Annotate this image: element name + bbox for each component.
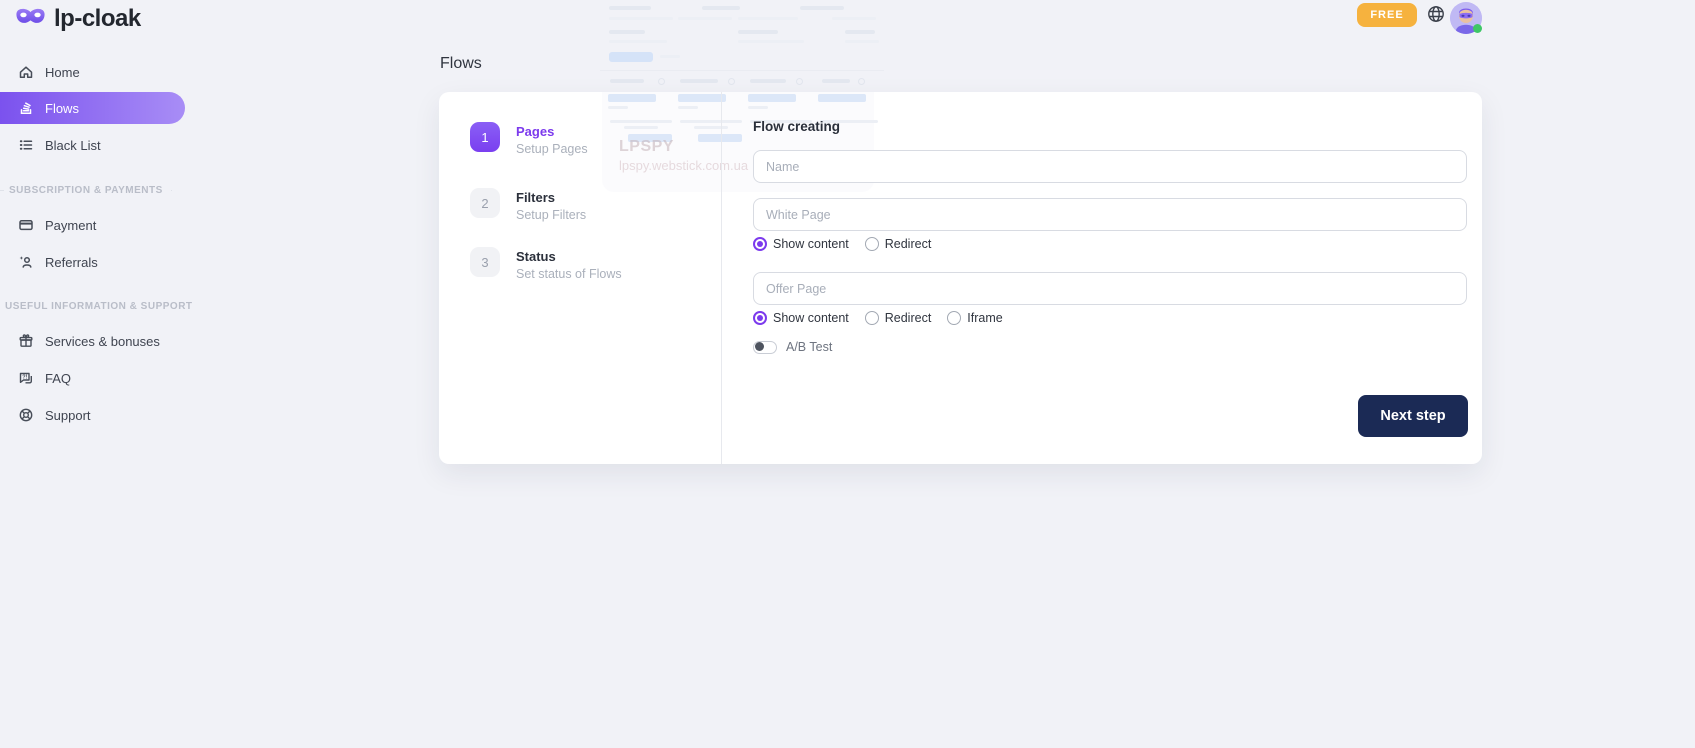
radio-show-content[interactable]: Show content <box>753 311 849 325</box>
brand-name: lp-cloak <box>54 5 141 32</box>
radio-iframe[interactable]: Iframe <box>947 311 1003 325</box>
sidebar-item-services[interactable]: Services & bonuses <box>0 324 185 358</box>
ghost-lpspy-title: LPSPY <box>619 138 674 155</box>
mask-logo-icon <box>16 8 45 23</box>
step-number-badge: 2 <box>470 188 500 218</box>
step-number-badge: 1 <box>470 122 500 152</box>
user-avatar[interactable] <box>1450 2 1482 34</box>
radio-unselected-icon <box>947 311 962 325</box>
list-icon <box>18 137 34 153</box>
radio-redirect[interactable]: Redirect <box>864 311 932 325</box>
radio-redirect[interactable]: Redirect <box>864 237 932 251</box>
wizard-step-filters[interactable]: 2 Filters Setup Filters <box>470 188 586 222</box>
home-icon <box>18 64 34 80</box>
toggle-label: A/B Test <box>786 340 833 354</box>
radio-selected-icon <box>753 237 767 251</box>
faded-background-panel <box>600 0 884 92</box>
credit-card-icon <box>18 217 34 233</box>
radio-label: Show content <box>773 311 849 325</box>
brand-logo[interactable]: lp-cloak <box>14 5 141 33</box>
sidebar-section-subscription: SUBSCRIPTION & PAYMENTS <box>0 185 185 196</box>
step-subtitle: Setup Pages <box>516 142 588 156</box>
toggle-off-icon <box>753 340 777 354</box>
wizard-step-pages[interactable]: 1 Pages Setup Pages <box>470 122 588 156</box>
sidebar-section-support: USEFUL INFORMATION & SUPPORT <box>0 301 192 312</box>
step-number-badge: 3 <box>470 247 500 277</box>
sidebar-item-faq[interactable]: ?! FAQ <box>0 361 185 395</box>
plan-badge[interactable]: FREE <box>1357 3 1417 27</box>
wizard-step-status[interactable]: 3 Status Set status of Flows <box>470 247 622 281</box>
ab-test-toggle[interactable]: A/B Test <box>753 340 832 354</box>
sidebar-item-label: Services & bonuses <box>45 333 160 349</box>
radio-label: Redirect <box>884 311 932 325</box>
radio-label: Show content <box>773 237 849 251</box>
section-title: SUBSCRIPTION & PAYMENTS <box>9 185 163 196</box>
flow-name-input[interactable] <box>753 150 1467 183</box>
card-divider <box>721 92 722 464</box>
step-subtitle: Set status of Flows <box>516 267 622 281</box>
section-title: USEFUL INFORMATION & SUPPORT <box>5 301 193 312</box>
language-globe-icon[interactable] <box>1427 5 1445 23</box>
step-title: Pages <box>516 124 555 139</box>
white-page-mode-radios: Show content Redirect <box>753 237 931 251</box>
page-title: Flows <box>440 55 482 72</box>
sidebar-item-label: Support <box>45 407 91 423</box>
flow-creation-card: LPSPY lpspy.webstick.com.ua 1 Pages Setu… <box>439 92 1482 464</box>
referral-person-icon <box>18 254 34 270</box>
sidebar-item-label: Black List <box>45 137 101 153</box>
flows-stack-icon <box>18 100 34 116</box>
ghost-lpspy-url: lpspy.webstick.com.ua <box>619 158 749 173</box>
radio-unselected-icon <box>864 311 879 325</box>
sidebar-item-label: Home <box>45 64 80 80</box>
radio-label: Redirect <box>884 237 932 251</box>
lifebuoy-icon <box>18 407 34 423</box>
step-subtitle: Setup Filters <box>516 208 587 222</box>
step-title: Status <box>516 249 556 264</box>
online-status-dot <box>1473 24 1482 33</box>
sidebar-item-label: Flows <box>45 100 79 116</box>
offer-page-mode-radios: Show content Redirect Iframe <box>753 311 1003 325</box>
sidebar-item-home[interactable]: Home <box>0 55 185 89</box>
radio-show-content[interactable]: Show content <box>753 237 849 251</box>
faq-bubble-icon: ?! <box>18 370 34 386</box>
offer-page-input[interactable] <box>753 272 1467 305</box>
sidebar-item-referrals[interactable]: Referrals <box>0 245 185 279</box>
white-page-input[interactable] <box>753 198 1467 231</box>
radio-selected-icon <box>753 311 767 325</box>
sidebar-item-label: FAQ <box>45 370 72 386</box>
sidebar-item-support[interactable]: Support <box>0 398 185 432</box>
sidebar-item-payment[interactable]: Payment <box>0 208 185 242</box>
sidebar-item-label: Referrals <box>45 254 98 270</box>
next-step-button[interactable]: Next step <box>1358 395 1468 437</box>
sidebar-item-flows[interactable]: Flows <box>0 92 185 124</box>
sidebar-item-label: Payment <box>45 217 97 233</box>
radio-unselected-icon <box>864 237 879 251</box>
form-title: Flow creating <box>753 119 841 134</box>
svg-text:?!: ?! <box>22 375 27 381</box>
radio-label: Iframe <box>967 311 1003 325</box>
step-title: Filters <box>516 190 556 205</box>
sidebar-item-black-list[interactable]: Black List <box>0 128 185 162</box>
gift-icon <box>18 333 34 349</box>
